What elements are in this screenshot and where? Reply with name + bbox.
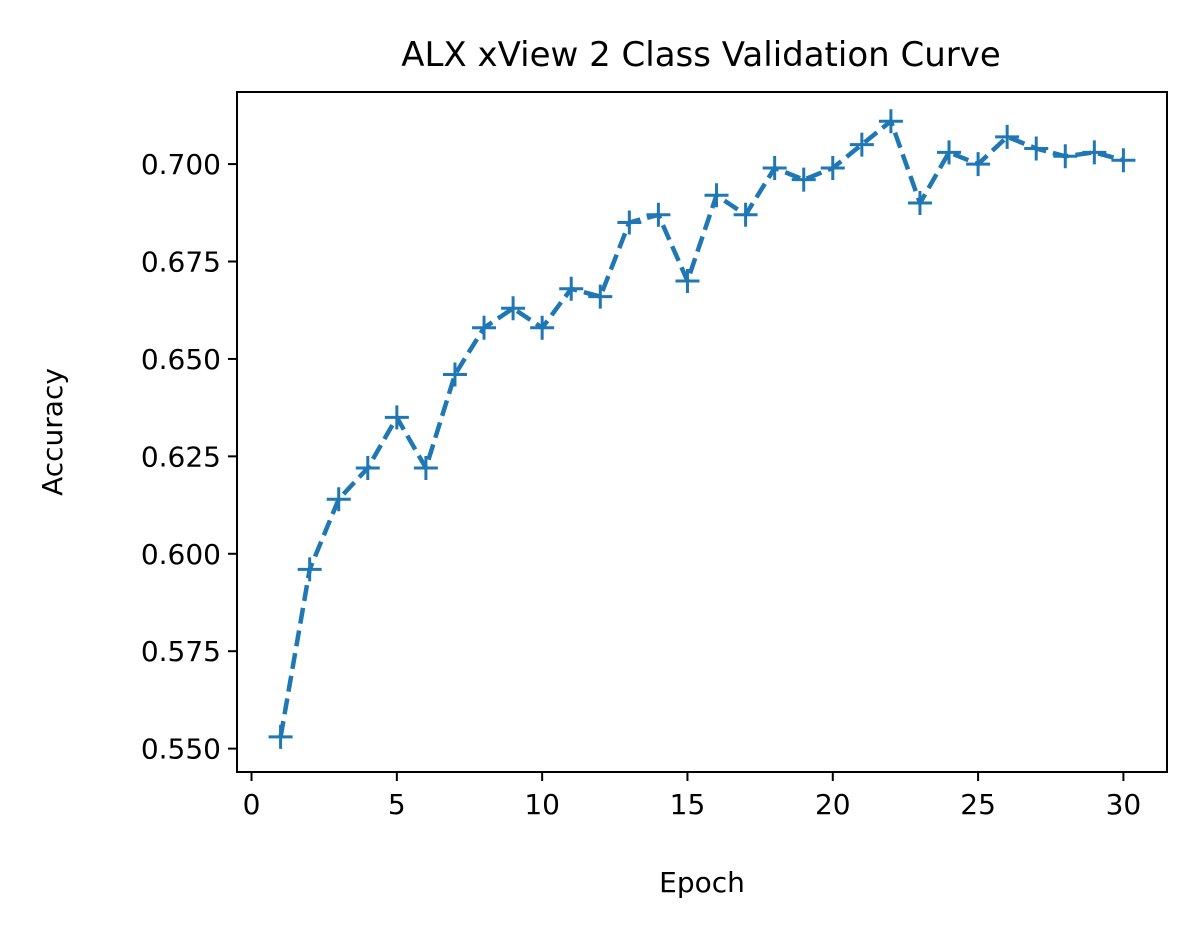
data-point-marker — [472, 315, 497, 340]
data-point-marker — [675, 268, 700, 293]
data-point-marker — [1053, 144, 1078, 169]
y-tick-label: 0.575 — [141, 635, 221, 668]
data-point-marker — [762, 155, 787, 180]
series-line — [278, 118, 1124, 738]
data-point-marker — [413, 456, 438, 481]
data-point-marker — [442, 362, 467, 387]
data-point-marker — [617, 210, 642, 235]
x-tick-label: 30 — [1106, 788, 1142, 821]
data-point-marker — [966, 152, 991, 177]
data-point-marker — [820, 155, 845, 180]
data-point-marker — [1024, 136, 1049, 161]
data-point-marker — [907, 191, 932, 216]
y-tick-label: 0.700 — [141, 148, 221, 181]
data-point-marker — [588, 284, 613, 309]
data-point-marker — [384, 405, 409, 430]
x-axis: 0 5 10 15 20 25 30 — [243, 772, 1142, 821]
data-point-marker — [559, 276, 584, 301]
data-point-marker — [326, 487, 351, 512]
data-point-marker — [297, 557, 322, 582]
x-tick-label: 15 — [670, 788, 706, 821]
data-point-marker — [646, 202, 671, 227]
data-point-marker — [849, 132, 874, 157]
x-tick-label: 5 — [388, 788, 406, 821]
data-point-marker — [530, 315, 555, 340]
data-point-marker — [878, 109, 903, 134]
y-tick-label: 0.625 — [141, 440, 221, 473]
data-point-marker — [791, 167, 816, 192]
x-tick-label: 0 — [243, 788, 261, 821]
plot-frame — [236, 91, 1168, 773]
data-point-marker — [268, 724, 293, 749]
y-axis-title: Accuracy — [36, 368, 69, 496]
x-tick-label: 10 — [524, 788, 560, 821]
x-tick-label: 20 — [815, 788, 851, 821]
data-point-marker — [1111, 148, 1136, 173]
y-axis: 0.550 0.575 0.600 0.625 0.650 0.675 0.700 — [141, 148, 237, 766]
data-point-marker — [995, 124, 1020, 149]
y-tick-label: 0.550 — [141, 733, 221, 766]
series-markers — [268, 109, 1136, 749]
x-tick-label: 25 — [960, 788, 996, 821]
data-point-marker — [355, 456, 380, 481]
y-tick-label: 0.600 — [141, 538, 221, 571]
data-point-marker — [937, 140, 962, 165]
data-point-marker — [501, 296, 526, 321]
data-point-marker — [704, 183, 729, 208]
data-point-marker — [733, 202, 758, 227]
data-point-marker — [1082, 140, 1107, 165]
chart-title: ALX xView 2 Class Validation Curve — [401, 35, 1001, 75]
y-tick-label: 0.650 — [141, 343, 221, 376]
y-tick-label: 0.675 — [141, 246, 221, 279]
x-axis-title: Epoch — [659, 866, 745, 899]
